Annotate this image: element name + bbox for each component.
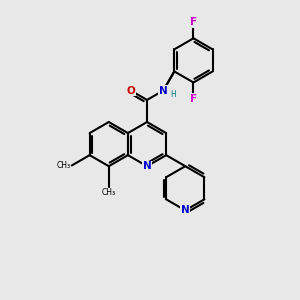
Text: CH₃: CH₃ <box>102 188 116 197</box>
Text: H: H <box>170 90 176 99</box>
Text: O: O <box>126 85 135 96</box>
Text: F: F <box>190 94 197 104</box>
Text: N: N <box>143 161 152 171</box>
Text: N: N <box>181 206 190 215</box>
Text: CH₃: CH₃ <box>56 161 70 170</box>
Text: F: F <box>190 17 197 27</box>
Text: N: N <box>159 85 168 96</box>
